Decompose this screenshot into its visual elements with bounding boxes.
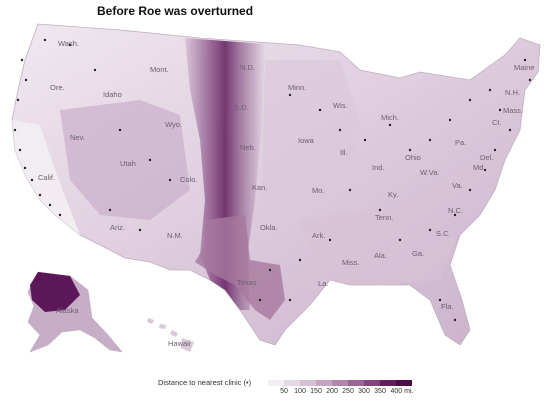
label-neb: Neb. — [240, 143, 256, 152]
texas-region — [195, 215, 285, 320]
label-nev: Nev. — [70, 133, 85, 142]
label-md: Md. — [473, 163, 486, 172]
label-ind: Ind. — [372, 163, 385, 172]
label-ga: Ga. — [412, 249, 424, 258]
label-sd: S.D. — [234, 103, 249, 112]
label-wyo: Wyo. — [165, 120, 182, 129]
label-minn: Minn. — [288, 83, 306, 92]
label-texas: Texas — [237, 278, 257, 287]
label-ohio: Ohio — [405, 153, 421, 162]
label-wva: W.Va. — [420, 168, 439, 177]
label-ariz: Ariz. — [110, 223, 125, 232]
label-alaska: Alaska — [56, 306, 79, 315]
label-ark: Ark. — [312, 231, 325, 240]
midwest-region — [262, 60, 360, 220]
label-mont: Mont. — [150, 65, 169, 74]
label-nm: N.M. — [167, 231, 183, 240]
legend-tick-0: 50 — [280, 388, 288, 395]
legend-tick-7: 400 mi. — [390, 388, 414, 395]
label-ore: Ore. — [50, 83, 65, 92]
map-title: Before Roe was overturned — [97, 4, 254, 18]
legend-swatch-1 — [284, 380, 300, 386]
legend-swatch-4 — [332, 380, 348, 386]
label-tenn: Tenn. — [375, 213, 393, 222]
label-okla: Okla. — [260, 223, 278, 232]
legend-swatch-3 — [316, 380, 332, 386]
label-utah: Utah — [120, 159, 136, 168]
legend-ticks: 50 100 150 200 250 300 350 400 mi. — [268, 388, 413, 398]
legend-swatch-2 — [300, 380, 316, 386]
legend-tick-3: 200 — [326, 388, 338, 395]
mountain-region — [60, 100, 190, 220]
label-va: Va. — [452, 181, 463, 190]
label-fla: Fla. — [441, 302, 454, 311]
label-idaho: Idaho — [103, 90, 122, 99]
label-calif: Calif. — [38, 173, 55, 182]
label-miss: Miss. — [342, 258, 360, 267]
clinic-dots — [13, 38, 532, 322]
label-ala: Ala. — [374, 251, 387, 260]
label-hawaii: Hawaii — [168, 339, 191, 348]
legend-tick-4: 250 — [342, 388, 354, 395]
legend-tick-6: 350 — [374, 388, 386, 395]
label-iowa: Iowa — [298, 136, 315, 145]
legend-swatch-5 — [348, 380, 364, 386]
hawaii — [147, 318, 194, 352]
legend-title: Distance to nearest clinic (•) — [158, 378, 252, 387]
label-ky: Ky. — [388, 190, 398, 199]
legend-tick-2: 150 — [310, 388, 322, 395]
legend-swatch-8 — [396, 380, 412, 386]
california-region — [12, 120, 80, 235]
label-maine: Maine — [514, 63, 534, 72]
legend-color-bar — [268, 380, 412, 386]
label-wash: Wash. — [58, 39, 79, 48]
label-pa: Pa. — [455, 138, 466, 147]
label-sc: S.C. — [436, 229, 451, 238]
label-colo: Colo. — [180, 175, 198, 184]
label-wis: Wis. — [333, 101, 348, 110]
alaska-north — [30, 272, 80, 312]
label-mass: Mass. — [503, 106, 523, 115]
legend-swatch-0 — [268, 380, 284, 386]
label-ct: Ct. — [492, 118, 502, 127]
label-del: Del. — [480, 153, 493, 162]
southeast-region — [300, 200, 455, 285]
label-nc: N.C. — [448, 206, 463, 215]
legend-tick-1: 100 — [294, 388, 306, 395]
label-mich: Mich. — [381, 113, 399, 122]
label-nd: N.D. — [240, 63, 255, 72]
legend-swatch-6 — [364, 380, 380, 386]
legend-tick-5: 300 — [358, 388, 370, 395]
label-ill: Ill. — [340, 148, 348, 157]
legend-swatch-7 — [380, 380, 396, 386]
label-nh: N.H. — [505, 88, 520, 97]
label-la: La. — [318, 279, 328, 288]
label-mo: Mo. — [312, 186, 325, 195]
label-kan: Kan. — [252, 183, 267, 192]
